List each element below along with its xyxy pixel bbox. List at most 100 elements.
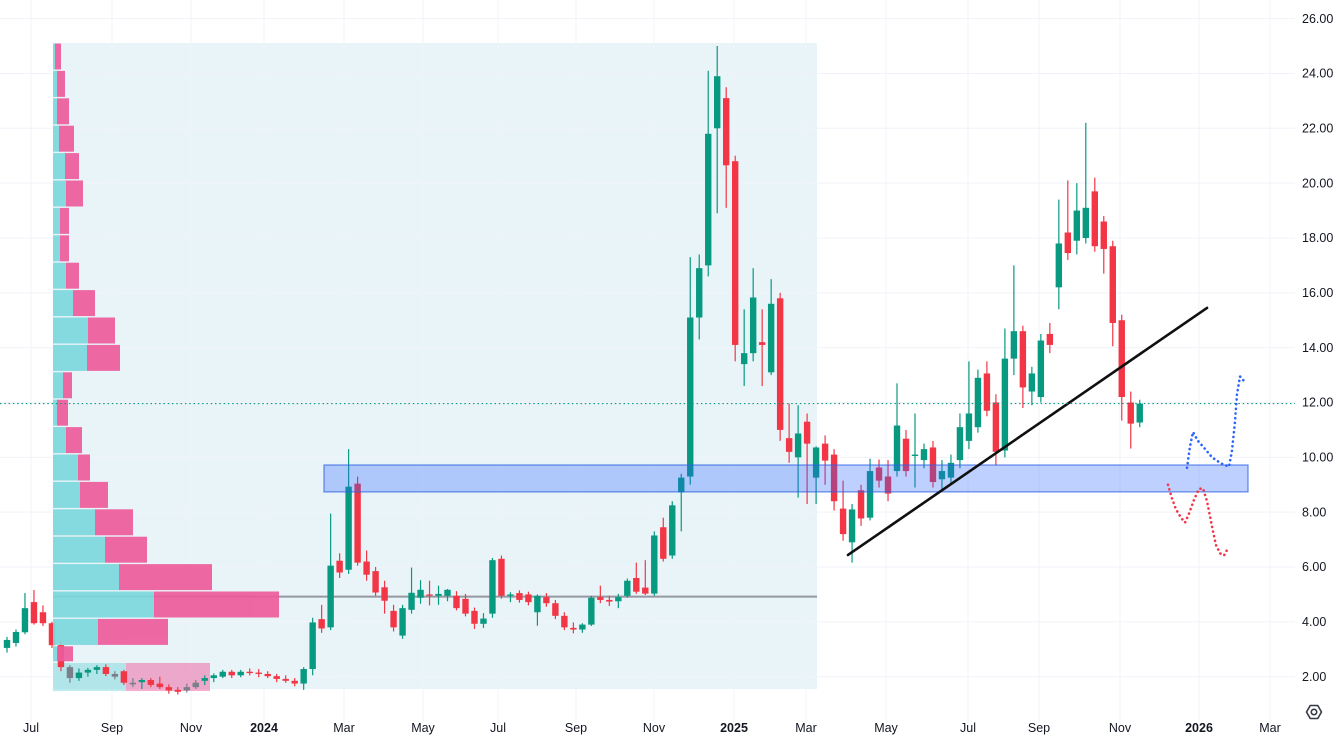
trendline-drawing[interactable] [846,306,1209,557]
candle-body [1037,340,1045,398]
candle [1091,177,1098,252]
profile-sell-bar [60,207,69,234]
candle-body [965,413,973,441]
profile-sell-bar [66,427,82,454]
candle-body [687,317,694,477]
profile-buy-bar [53,481,80,508]
candle [156,676,164,690]
candle-body [219,671,226,677]
candle-body [714,76,721,129]
candle-body [570,627,577,630]
price-tick-label: 22.00 [1302,122,1333,136]
candle-body [399,608,406,636]
candle-body [983,373,991,411]
profile-buy-bar [53,180,66,207]
price-tick-label: 14.00 [1302,341,1333,355]
candle [839,480,847,541]
profile-buy-bar [53,153,65,180]
candle [696,254,703,340]
candle [678,473,685,532]
candle [830,449,838,511]
time-tick-label: May [411,721,435,735]
profile-sell-bar [57,399,68,426]
candle-body [534,595,541,613]
candle-body [597,597,604,600]
candle [183,683,190,693]
candle [812,446,820,504]
bearish-projection-path[interactable] [1166,483,1229,557]
candle-body [291,680,298,684]
candle-body [93,667,101,670]
candle-body [237,671,244,676]
price-tick-label: 2.00 [1302,670,1326,684]
candle-body [300,669,307,684]
candle-body [758,342,766,345]
candle [3,636,11,653]
candle [210,673,217,683]
time-tick-label: 2026 [1185,721,1213,735]
candle [93,665,101,674]
candle [471,607,478,629]
candle-body [830,454,838,502]
candle [147,678,155,688]
profile-sell-bar [66,262,79,289]
time-axis[interactable]: Jul Sep Nov 2024 Mar May Jul Sep Nov 2025 Mar May Ju… [23,721,1281,735]
profile-sell-bar [98,618,168,645]
candle [129,678,137,688]
candle-body [1091,191,1098,247]
candle [165,684,173,694]
candle-body [282,678,289,681]
profile-sell-bar [55,43,61,70]
profile-sell-bar [154,591,279,618]
time-tick-label: May [874,721,898,735]
price-tick-label: 18.00 [1302,231,1333,245]
candle [597,585,604,604]
candle-body [1028,373,1036,392]
candle [983,361,991,417]
candle-body [39,612,47,624]
price-axis[interactable]: 26.00 24.00 22.00 20.00 18.00 16.00 14.00 12.00… [1302,12,1333,684]
price-tick-label: 4.00 [1302,615,1326,629]
time-tick-label: 2024 [250,721,278,735]
profile-buy-bar [53,290,73,317]
candle-body [543,597,550,604]
price-tick-label: 20.00 [1302,176,1333,190]
candles-layer [3,46,1143,695]
candle [534,594,541,626]
candle-body [264,673,271,677]
candle-body [201,678,208,681]
candle [246,668,253,676]
supply-zone-rectangle[interactable] [323,464,1249,493]
profile-buy-bar [53,454,78,481]
candle-body [210,675,217,679]
profile-buy-bar [53,43,55,70]
candle [1073,183,1081,255]
candle [543,593,550,607]
candle [300,667,307,690]
candle [1046,322,1054,354]
candle-body [48,623,56,646]
candle [273,673,280,683]
candle [1127,391,1134,449]
candle [947,454,955,485]
candle [794,405,802,498]
candle-body [561,615,568,628]
profile-buy-bar [53,262,66,289]
bullish-projection-path[interactable] [1185,375,1248,470]
candle [687,257,694,485]
candle [956,413,964,469]
candle [875,459,883,488]
time-tick-label: Sep [101,721,123,735]
profile-buy-bar [53,509,95,536]
candle-body [669,505,676,556]
hexagon-dot-icon[interactable] [1305,704,1323,720]
candle [48,621,56,648]
time-tick-label: Mar [795,721,817,735]
candle [192,679,199,690]
candle-body [1082,207,1089,238]
candle-body [1073,210,1081,241]
candle-body [633,577,640,592]
candle [489,557,496,618]
candle-body [462,598,469,614]
